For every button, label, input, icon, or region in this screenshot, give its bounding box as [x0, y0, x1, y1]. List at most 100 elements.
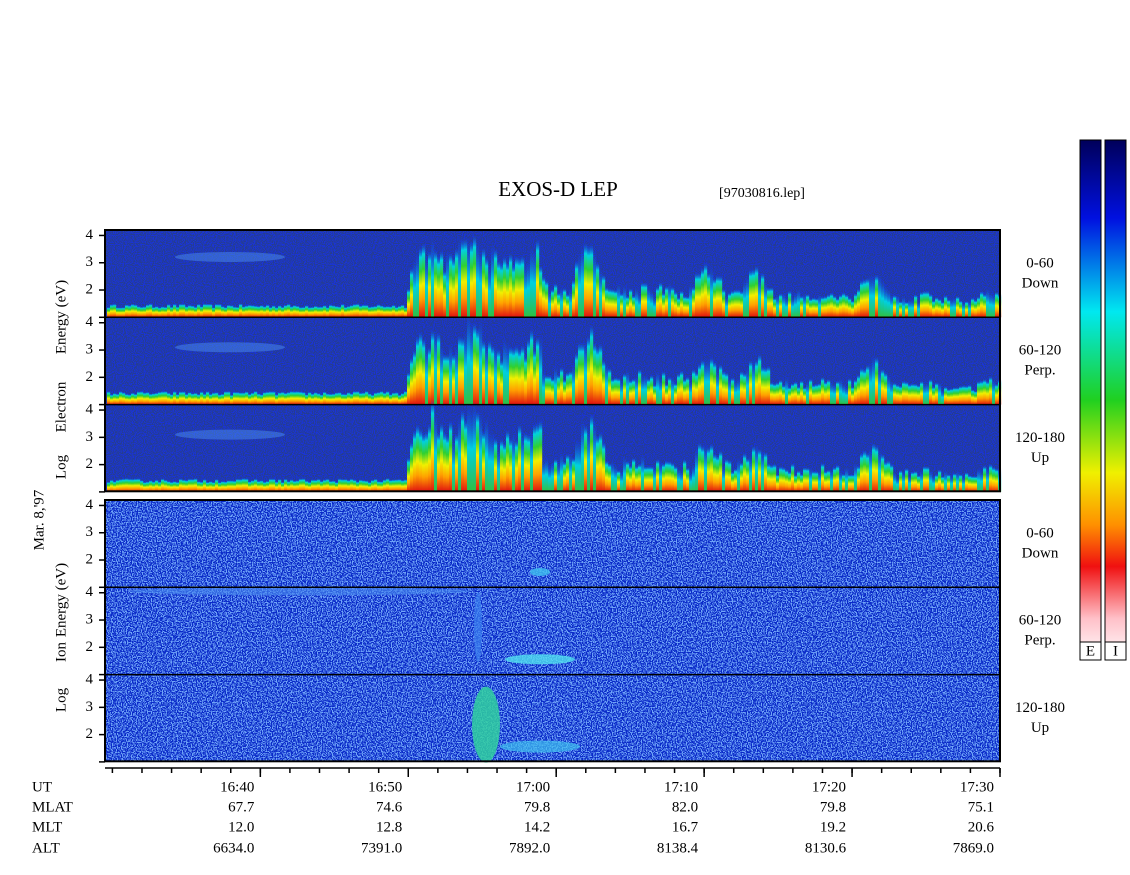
spectrum-column: [548, 375, 552, 405]
spectrum-column: [113, 303, 117, 318]
spectrum-column: [116, 307, 120, 318]
spectrum-column: [509, 345, 513, 405]
spectrum-column: [677, 373, 681, 405]
spectrum-column: [209, 481, 213, 492]
spectrum-column: [695, 272, 699, 318]
spectrum-column: [992, 379, 996, 405]
spectrum-column: [206, 390, 210, 405]
spectrum-column: [110, 479, 114, 492]
panel-direction-label: Perp.: [1024, 633, 1055, 649]
spectrum-feature: [175, 429, 285, 440]
spectrum-column: [746, 457, 750, 492]
spectrum-column: [245, 478, 249, 492]
spectrum-column: [776, 382, 780, 405]
spectrum-column: [737, 289, 741, 318]
spectrum-column: [284, 478, 288, 492]
spectrum-column: [260, 394, 264, 405]
spectrum-column: [626, 295, 630, 318]
spectrum-column: [368, 306, 372, 318]
spectrum-column: [443, 431, 447, 492]
spectrum-column: [302, 306, 306, 318]
spectrum-column: [848, 297, 852, 318]
spectrum-column: [194, 478, 198, 492]
spectrum-column: [122, 478, 126, 492]
spectrum-column: [773, 297, 777, 318]
spectrum-column: [122, 307, 126, 318]
spectrum-column: [542, 459, 546, 492]
spectrum-column: [245, 305, 249, 318]
spectrum-column: [692, 286, 696, 318]
spectrum-column: [335, 305, 339, 318]
spectrum-column: [356, 481, 360, 492]
spectrum-column: [404, 479, 408, 492]
spectrum-column: [935, 382, 939, 405]
spectrum-column: [947, 388, 951, 405]
spectrum-column: [407, 372, 411, 405]
spectrum-column: [254, 305, 258, 318]
spectrum-column: [299, 478, 303, 492]
spectrum-column: [365, 480, 369, 492]
spectrum-column: [707, 272, 711, 318]
spectrum-column: [647, 378, 651, 405]
spectrum-column: [221, 480, 225, 492]
spectrum-column: [875, 274, 879, 318]
spectrum-column: [824, 295, 828, 318]
spectrum-column: [287, 391, 291, 405]
spectrum-column: [611, 378, 615, 405]
spectrum-column: [491, 345, 495, 405]
spectrum-column: [845, 466, 849, 492]
spectrum-column: [938, 381, 942, 405]
spectrum-column: [773, 383, 777, 405]
spectrum-column: [215, 478, 219, 492]
spectrum-column: [119, 390, 123, 405]
spectrum-column: [233, 480, 237, 492]
spectrum-column: [659, 282, 663, 318]
spectrum-column: [623, 285, 627, 318]
spectrum-column: [389, 393, 393, 405]
spectrum-column: [854, 462, 858, 492]
spectrum-column: [668, 282, 672, 318]
spectrum-column: [176, 306, 180, 318]
spectrum-column: [278, 305, 282, 318]
spectrum-column: [407, 288, 411, 318]
spectrum-column: [824, 470, 828, 492]
spectrum-column: [905, 301, 909, 318]
spectrum-column: [158, 391, 162, 405]
spectrum-column: [893, 472, 897, 492]
spectrum-column: [206, 303, 210, 318]
spectrum-column: [293, 304, 297, 318]
spectrum-column: [677, 297, 681, 318]
spectrum-column: [227, 304, 231, 318]
spectrum-column: [800, 295, 804, 318]
spectrum-column: [575, 438, 579, 492]
spectrum-column: [767, 365, 771, 405]
spectrum-column: [257, 305, 261, 318]
spectrum-column: [584, 242, 588, 318]
spectrum-column: [590, 324, 594, 405]
spectrum-column: [383, 479, 387, 492]
spectrum-column: [551, 288, 555, 318]
spectrum-column: [728, 292, 732, 318]
spectrum-column: [995, 383, 999, 405]
spectrum-column: [620, 380, 624, 405]
spectrum-column: [710, 357, 714, 405]
spectrum-column: [701, 267, 705, 318]
spectrum-column: [311, 306, 315, 318]
spectrum-column: [281, 481, 285, 492]
spectrum-column: [734, 468, 738, 492]
spectrum-column: [467, 237, 471, 318]
spectrum-column: [980, 291, 984, 318]
spectrum-column: [227, 390, 231, 405]
spectrum-column: [602, 441, 606, 492]
spectrum-column: [725, 372, 729, 405]
spectrum-column: [644, 466, 648, 492]
spectrum-column: [155, 305, 159, 318]
x-tick-label: 16:40: [220, 779, 254, 795]
spectrum-column: [731, 377, 735, 405]
spectrum-column: [335, 481, 339, 492]
spectrum-column: [659, 461, 663, 492]
spectrum-column: [194, 392, 198, 405]
spectrum-column: [788, 386, 792, 405]
spectrum-column: [458, 416, 462, 492]
spectrum-column: [866, 364, 870, 405]
